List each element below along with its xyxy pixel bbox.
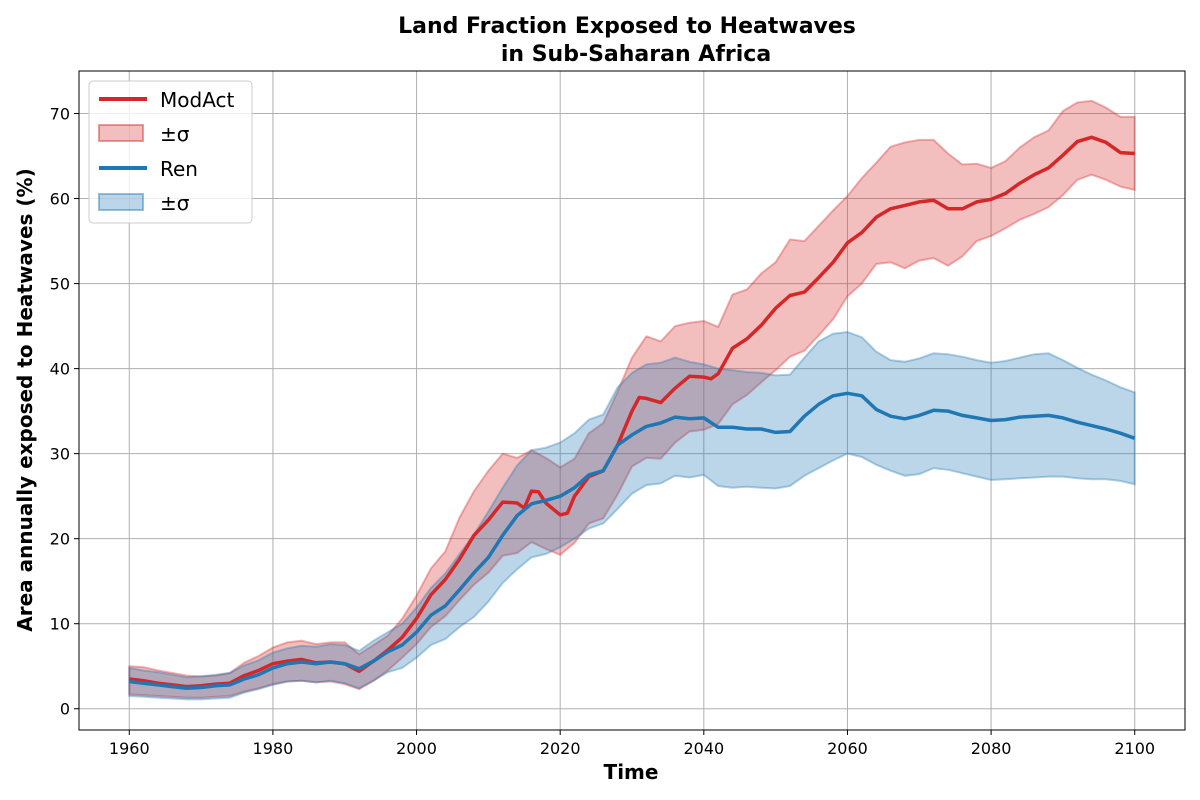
legend-frame (88, 80, 253, 224)
chart-title: Land Fraction Exposed to Heatwaves (398, 14, 856, 39)
x-tick-label: 2100 (1114, 739, 1155, 758)
x-tick-label: 2000 (396, 739, 437, 758)
y-axis-ticks: 0 10 20 30 40 50 60 70 (50, 105, 79, 719)
y-tick-label: 50 (50, 275, 70, 294)
legend-label-modact-band: ±σ (160, 122, 190, 146)
legend-label-modact: ModAct (160, 88, 235, 112)
y-tick-label: 20 (50, 530, 70, 549)
y-tick-label: 40 (50, 360, 70, 379)
x-axis-label: Time (604, 760, 659, 784)
mean-lines (129, 135, 1136, 691)
x-tick-label: 2060 (827, 739, 868, 758)
x-tick-label: 2040 (683, 739, 724, 758)
legend-label-ren-band: ±σ (160, 191, 190, 215)
y-tick-label: 10 (50, 615, 70, 634)
std-bands (128, 99, 1136, 701)
y-tick-label: 60 (50, 190, 70, 209)
x-tick-label: 1980 (253, 739, 294, 758)
legend-band-ren (98, 193, 144, 211)
chart-subtitle: in Sub-Saharan Africa (501, 42, 771, 67)
grid-lines (79, 71, 1185, 730)
x-tick-label: 2080 (971, 739, 1012, 758)
x-tick-label: 1960 (109, 739, 150, 758)
legend: ModAct ±σ Ren ±σ (88, 80, 253, 224)
line-ren (129, 391, 1136, 691)
band-modact (128, 99, 1136, 699)
x-axis-ticks: 1960 1980 2000 2020 2040 2060 2080 2100 (109, 730, 1155, 758)
legend-band-modact (98, 124, 144, 142)
y-tick-label: 70 (50, 105, 70, 124)
legend-label-ren: Ren (160, 157, 198, 181)
y-tick-label: 0 (60, 700, 70, 719)
y-axis-label: Area annually exposed to Heatwaves (%) (13, 168, 37, 631)
x-tick-label: 2020 (540, 739, 581, 758)
y-tick-label: 30 (50, 445, 70, 464)
plot-frame (78, 70, 1186, 731)
